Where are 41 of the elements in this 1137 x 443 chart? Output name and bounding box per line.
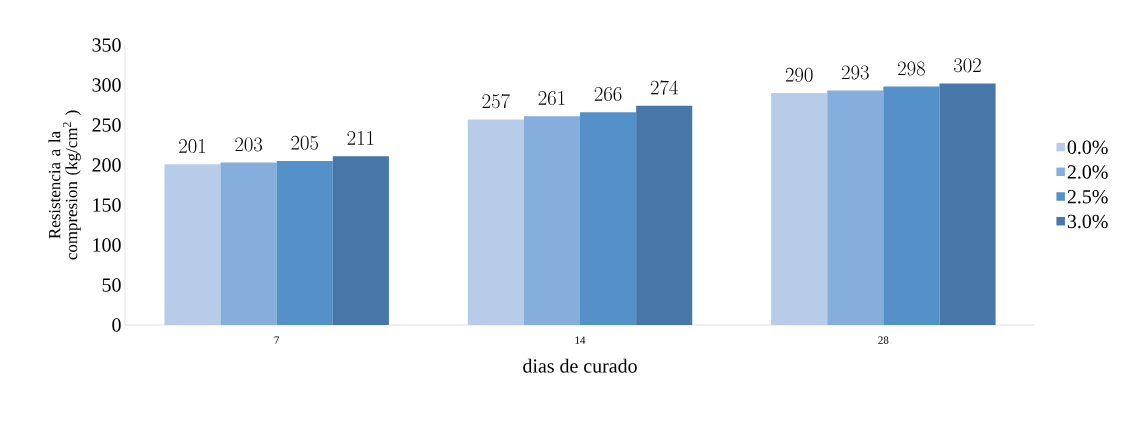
y-tick-label: 300: [92, 78, 121, 92]
legend-label: 2.0%: [1067, 165, 1108, 179]
y-tick-label: 100: [93, 238, 121, 252]
bar: [467, 119, 524, 325]
y-tick-label: 200: [92, 158, 121, 172]
data-label: 257: [482, 93, 510, 109]
y-axis-title: Resistencia a la compresion (kg/cm$^{2}$ ): [48, 110, 81, 260]
bar: [164, 164, 221, 325]
y-tick-label: 250: [92, 118, 121, 132]
data-label: 261: [538, 91, 565, 106]
bar: [332, 156, 389, 325]
data-label: 201: [179, 139, 206, 154]
data-label: 274: [650, 80, 678, 95]
legend-label: 2.5%: [1067, 189, 1108, 204]
data-label: 205: [291, 135, 319, 150]
bar: [939, 83, 996, 325]
bar: [636, 105, 693, 325]
x-tick-label: 14: [575, 336, 586, 344]
data-label: 266: [594, 87, 622, 102]
bar: [827, 90, 884, 325]
bar: [276, 161, 333, 325]
x-tick-label: 28: [878, 336, 889, 344]
y-tick-label: 50: [102, 278, 121, 292]
legend-label: 3.0%: [1067, 214, 1108, 229]
x-tick-label: 7: [274, 336, 280, 344]
data-label: 298: [898, 61, 925, 76]
y-tick-label: 0: [112, 318, 121, 332]
y-tick-label: 350: [92, 38, 121, 52]
data-label: 293: [841, 65, 869, 80]
bar: [523, 116, 581, 325]
y-tick-label: 150: [93, 198, 121, 212]
data-label: 203: [235, 137, 263, 152]
bar: [220, 162, 277, 325]
bar: [771, 93, 828, 325]
data-label: 211: [347, 131, 374, 145]
x-axis-title: dias de curado: [523, 358, 637, 373]
bar: [883, 86, 940, 325]
bar: [580, 112, 637, 325]
data-label: 302: [953, 58, 981, 73]
legend-label: 0.0%: [1067, 140, 1108, 155]
data-label: 290: [785, 67, 813, 82]
